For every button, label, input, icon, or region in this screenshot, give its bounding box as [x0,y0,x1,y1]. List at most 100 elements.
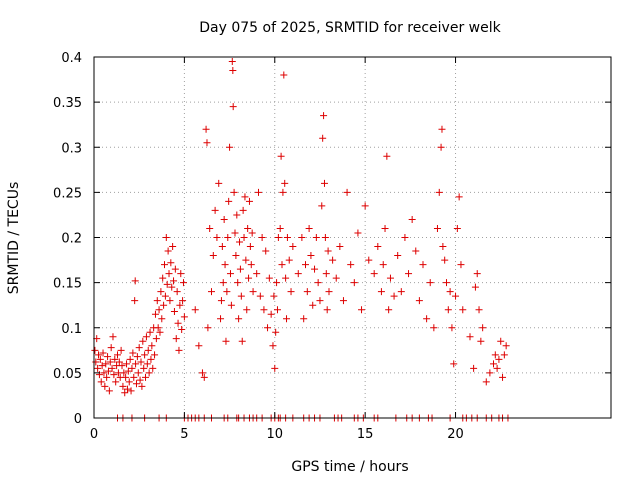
data-point [314,279,322,287]
data-point [265,274,273,282]
data-point [490,360,497,368]
data-point [225,197,233,205]
data-point [435,188,443,196]
data-point [115,358,123,366]
data-point [208,288,215,296]
data-point [370,270,378,278]
data-point [307,252,315,260]
data-point [147,355,155,363]
data-point [502,342,510,350]
data-point [277,152,285,160]
data-point [423,315,431,323]
data-point [180,313,188,321]
data-point [499,373,507,381]
data-point [232,252,240,260]
data-point [269,342,277,350]
data-point [167,259,175,267]
data-point [321,234,329,241]
data-point [309,301,317,309]
data-point [457,261,465,269]
data-point [325,288,333,296]
data-point [238,337,246,345]
data-point [273,279,281,287]
data-point [241,193,249,201]
data-point [144,346,152,354]
data-point [324,247,332,255]
data-point [176,301,184,309]
data-point [276,224,284,232]
data-point [203,139,211,147]
data-point [443,279,450,287]
data-point [117,346,125,354]
data-point [267,310,275,318]
data-point [408,215,416,223]
data-point [198,369,206,377]
x-tick-label: 5 [180,427,188,442]
data-point [347,261,355,269]
data-point [92,358,100,366]
data-point [249,288,257,296]
data-point [233,211,241,219]
data-point [294,270,302,278]
data-point [493,364,501,372]
data-point [243,306,251,314]
y-tick-label: 0.3 [61,141,82,156]
data-point [237,292,245,300]
data-point [220,215,228,223]
data-point [247,261,255,269]
data-point [132,360,140,368]
data-point [107,344,115,352]
data-point [145,369,153,377]
data-point [221,261,229,269]
data-point [215,179,223,187]
data-point [119,382,127,390]
data-point [209,252,217,260]
data-point [262,247,270,255]
data-point [446,288,454,296]
data-point [322,270,330,278]
data-point [108,364,116,372]
data-point [229,67,237,75]
data-point [158,315,166,323]
data-point [219,279,227,287]
plot-frame [93,56,612,419]
data-point [379,261,387,269]
data-point [272,328,280,336]
data-point [365,256,373,264]
data-point [112,378,120,386]
data-point [242,256,250,264]
data-point [166,297,174,305]
data-point [470,364,478,372]
data-point [245,274,253,282]
data-point [258,234,266,241]
data-point [239,206,247,214]
data-point [131,297,139,305]
data-point [285,256,293,264]
data-point [161,261,168,269]
data-point [385,306,393,314]
data-point [471,283,479,291]
data-point [154,324,162,332]
x-tick-label: 15 [357,427,374,442]
data-point [125,378,133,386]
data-point [320,179,328,187]
data-point [146,328,154,336]
data-point [287,288,295,296]
grid-lines [94,57,611,418]
data-point [226,143,234,151]
data-point [104,367,112,375]
y-tick-label: 0.4 [61,51,82,66]
data-point [213,234,221,241]
data-point [381,224,389,232]
y-tick-label: 0 [74,412,82,427]
data-point [264,324,272,332]
data-point [96,355,104,363]
data-point [122,373,130,381]
data-point [260,306,268,314]
data-point [311,265,319,273]
data-points [91,58,512,422]
data-point [143,360,151,368]
data-point [394,252,402,260]
data-point [178,326,186,334]
data-point [123,360,131,368]
